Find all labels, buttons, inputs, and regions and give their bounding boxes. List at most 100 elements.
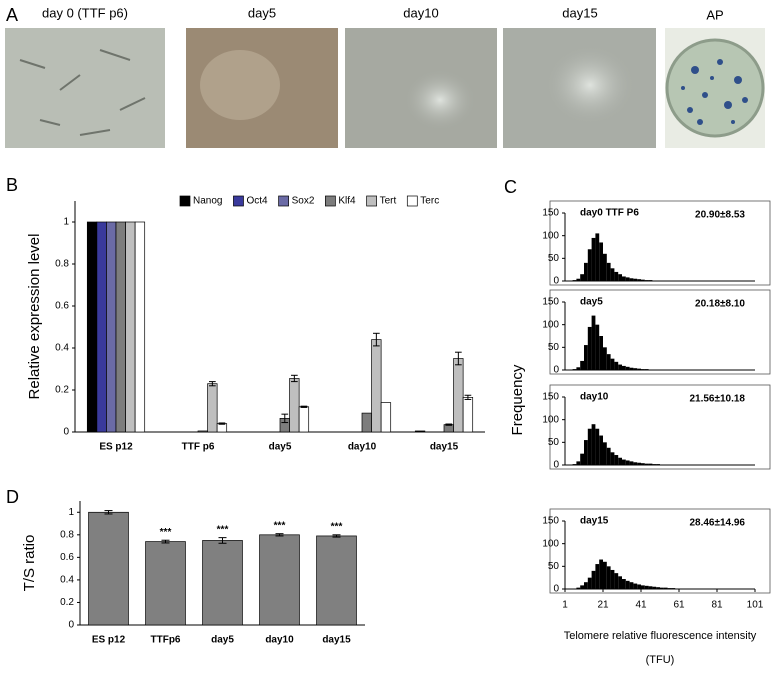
y-tick-label: 0: [553, 365, 559, 376]
histogram-bar: [618, 576, 622, 589]
colony: [200, 50, 280, 120]
colony: [545, 45, 635, 125]
histogram-bar: [591, 315, 596, 370]
histogram-bar: [633, 278, 638, 281]
histogram-bar: [625, 366, 630, 370]
histogram-bar: [599, 336, 603, 370]
micrograph: [5, 28, 165, 148]
histogram-bar: [576, 461, 581, 465]
x-tick-label: 1: [562, 600, 568, 611]
histogram-bar: [587, 577, 592, 589]
y-tick-label: 100: [542, 414, 559, 425]
histogram-label: day0 TTF P6: [580, 208, 639, 219]
y-tick-label: 0: [553, 460, 559, 471]
bar: [371, 339, 382, 433]
micrographs: day 0 (TTF p6) day5 day10 day15 AP: [5, 5, 765, 148]
histogram-bar: [648, 586, 653, 589]
x-axis-unit: (TFU): [646, 654, 675, 666]
x-tick-label: 81: [711, 600, 723, 611]
histogram-bar: [660, 587, 664, 589]
histogram-bar: [641, 369, 645, 370]
histogram-bar: [595, 324, 600, 370]
histogram-bar: [644, 463, 649, 465]
y-tick-label: 0.2: [60, 597, 74, 608]
legend-swatch: [233, 195, 244, 207]
bar: [202, 540, 243, 626]
histogram-bar: [610, 452, 615, 465]
x-tick-label: 61: [673, 600, 685, 611]
histogram-bar: [637, 584, 641, 589]
x-tick-label: day10: [348, 442, 377, 453]
y-tick-label: 0.6: [55, 301, 69, 312]
histogram-bar: [633, 368, 638, 370]
histogram-bar: [618, 364, 622, 370]
legend-label: Nanog: [193, 196, 222, 207]
y-tick-label: 50: [548, 437, 560, 448]
bar: [96, 221, 107, 433]
legend-swatch: [406, 195, 418, 207]
plot-frame: [549, 200, 771, 286]
histogram-label: day5: [580, 297, 603, 308]
histogram-bar: [580, 585, 584, 589]
bar: [115, 221, 126, 433]
y-tick-label: 50: [548, 253, 560, 264]
histogram-bar: [614, 455, 619, 465]
plot-frame: [549, 384, 771, 470]
y-tick-label: 100: [542, 538, 559, 549]
histogram-bar: [637, 368, 641, 370]
panel-label: B: [6, 175, 18, 195]
histogram-bar: [663, 587, 668, 589]
histogram-bar: [606, 447, 611, 465]
y-tick-label: 0.4: [55, 343, 69, 354]
histogram-stat: 28.46±14.96: [689, 518, 745, 529]
histogram-bar: [576, 367, 581, 370]
histogram-bar: [622, 459, 626, 465]
y-tick-label: 0: [553, 584, 559, 595]
bar: [145, 541, 186, 626]
histogram-bar: [641, 463, 645, 465]
legend-label: Sox2: [292, 196, 315, 207]
ap-spots: [681, 59, 748, 125]
legend-label: Klf4: [338, 196, 356, 207]
y-tick-label: 0: [553, 276, 559, 287]
y-axis-label: T/S ratio: [21, 535, 38, 592]
histogram-bar: [572, 369, 577, 370]
legend-swatch: [179, 195, 191, 207]
histogram-bar: [625, 277, 630, 281]
histogram-bar: [618, 457, 622, 465]
histogram-label: day15: [580, 516, 609, 527]
histogram-bar: [637, 279, 641, 281]
panel-label: C: [504, 177, 517, 197]
y-tick-label: 50: [548, 342, 560, 353]
x-tick-label: 21: [597, 600, 609, 611]
x-tick-label: ES p12: [92, 635, 126, 646]
x-axis-label: Telomere relative fluorescence intensity: [564, 630, 757, 642]
x-tick-label: ES p12: [99, 442, 133, 453]
bar: [106, 221, 117, 433]
histogram-bar: [595, 428, 600, 465]
legend-swatch: [278, 195, 289, 207]
x-tick-label: TTFp6: [151, 635, 181, 646]
y-axis-label: Relative expression level: [26, 234, 43, 400]
x-tick-label: 101: [747, 600, 764, 611]
histogram-bar: [648, 463, 653, 465]
bar: [197, 430, 208, 433]
legend-label: Terc: [420, 196, 439, 207]
histogram-bar: [656, 587, 660, 589]
histogram-bar: [637, 462, 641, 465]
bar: [125, 221, 136, 433]
histogram-bar: [599, 242, 603, 281]
x-tick-label: 41: [635, 600, 647, 611]
histogram-stat: 21.56±10.18: [689, 394, 745, 405]
y-tick-label: 0.8: [55, 259, 69, 270]
x-tick-label: TTF p6: [182, 442, 215, 453]
legend-swatch: [325, 195, 336, 207]
histogram-bar: [629, 582, 634, 589]
histogram-bar: [584, 582, 588, 589]
histogram-bar: [599, 435, 603, 465]
caption: day 0 (TTF p6): [42, 5, 128, 20]
histogram-bar: [644, 280, 649, 281]
x-tick-label: day15: [430, 442, 459, 453]
caption: day15: [562, 5, 597, 20]
